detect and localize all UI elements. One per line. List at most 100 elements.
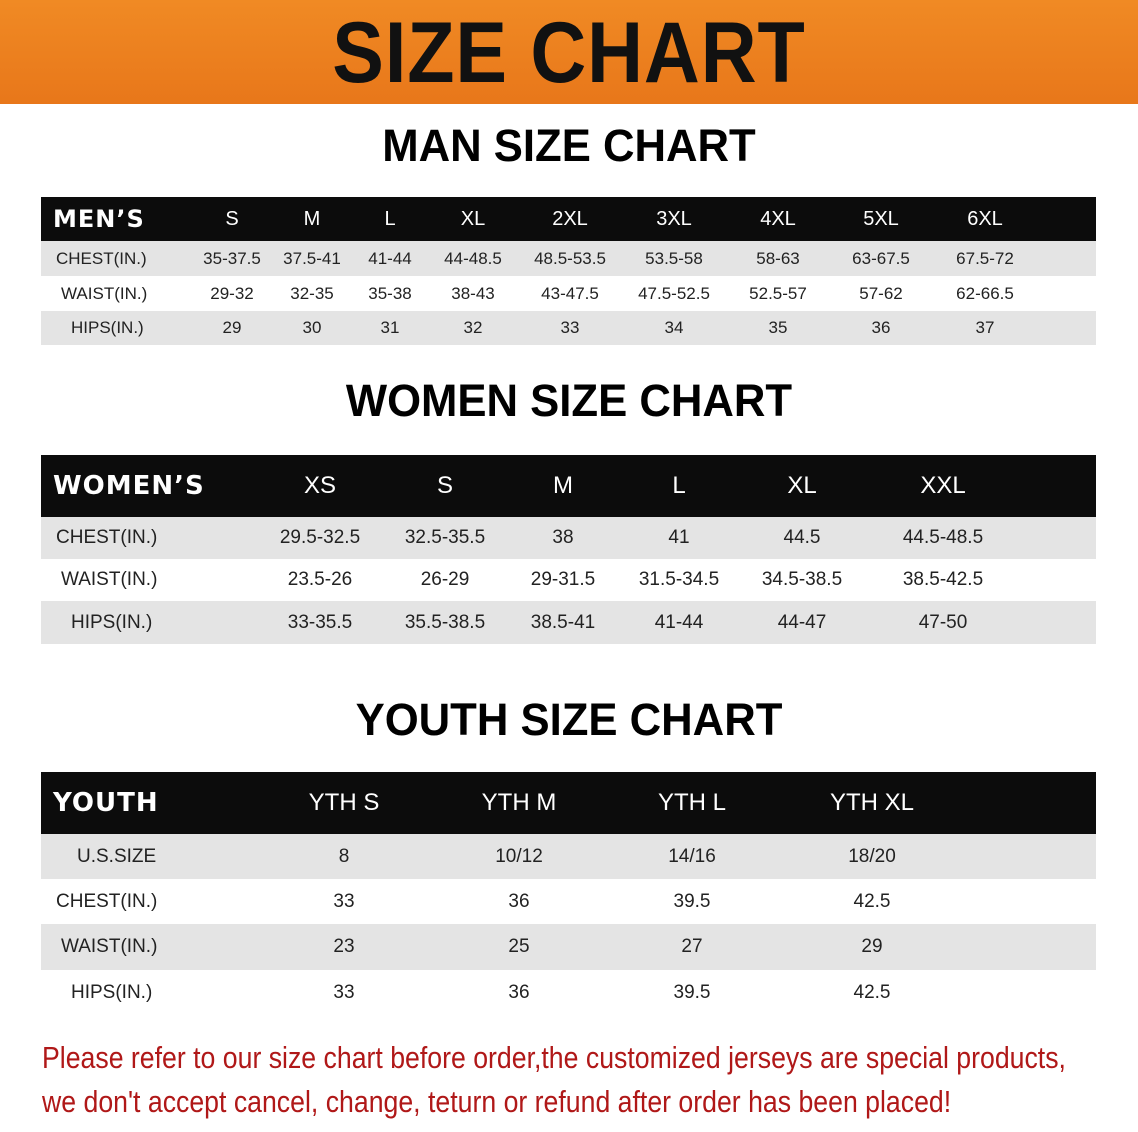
size-header: XXL: [920, 472, 966, 499]
table-cell: 27: [681, 936, 703, 957]
table-cell: 33-35.5: [287, 611, 353, 633]
table-cell: 48.5-53.5: [534, 248, 606, 268]
youth-header-label: YOUTH: [53, 788, 159, 818]
table-cell: 62-66.5: [956, 283, 1014, 303]
table-row: WAIST(IN.) 29-32 32-35 35-38 38-43 43-47.5 47.…: [41, 276, 1096, 311]
table-cell: 38.5-41: [530, 611, 596, 633]
table-cell: 29: [222, 318, 242, 337]
table-row: WAIST(IN.) 23.5-26 26-29 29-31.5 31.5-34.5 34…: [41, 559, 1096, 601]
table-cell: 23.5-26: [287, 569, 353, 590]
table-cell: 41-44: [368, 248, 412, 268]
size-header: S: [436, 472, 454, 499]
table-cell: 29-31.5: [530, 569, 596, 590]
women-header-row: WOMEN’S XS S M L XL XXL: [41, 455, 1096, 517]
table-row: CHEST(IN.) 35-37.5 37.5-41 41-44 44-48.5 48.5…: [41, 241, 1096, 276]
notice-line-2: we don't accept cancel, change, teturn o…: [42, 1084, 952, 1119]
row-label: CHEST(IN.): [56, 248, 147, 268]
table-cell: 44.5-48.5: [902, 527, 984, 548]
men-header-row: MEN’S S M L XL 2XL 3XL 4XL 5XL 6XL: [41, 197, 1096, 241]
men-size-table: MEN’S S M L XL 2XL 3XL 4XL 5XL 6XL CHEST(IN.) 35-37…: [41, 197, 1096, 345]
table-cell: 8: [338, 845, 350, 867]
table-cell: 29.5-32.5: [279, 527, 361, 548]
men-section-title: MAN SIZE CHART: [382, 120, 756, 171]
row-label: WAIST(IN.): [61, 569, 158, 590]
table-cell: 33: [333, 981, 355, 1003]
table-cell: 39.5: [673, 981, 711, 1003]
row-label: HIPS(IN.): [71, 611, 153, 633]
table-cell: 38-43: [451, 283, 495, 303]
table-cell: 33: [560, 318, 580, 337]
table-cell: 44.5: [783, 527, 821, 548]
size-header: XL: [460, 207, 486, 230]
table-row: CHEST(IN.) 33 36 39.5 42.5: [41, 879, 1096, 924]
youth-size-table: YOUTH YTH S YTH M YTH L YTH XL U.S.SIZE 8 10/12…: [41, 772, 1096, 1015]
size-header: S: [225, 207, 239, 230]
table-cell: 47.5-52.5: [638, 283, 710, 303]
table-cell: 29-32: [210, 283, 254, 303]
row-label: HIPS(IN.): [71, 981, 153, 1003]
page-title: SIZE CHART: [332, 5, 806, 101]
table-cell: 44-47: [777, 611, 827, 633]
table-cell: 47-50: [918, 611, 968, 633]
size-header: 4XL: [760, 207, 796, 230]
size-header: XS: [303, 472, 337, 499]
table-cell: 31.5-34.5: [638, 569, 720, 590]
table-cell: 18/20: [848, 845, 896, 867]
size-header: YTH XL: [829, 789, 915, 816]
title-banner: SIZE CHART: [0, 0, 1138, 104]
table-cell: 25: [508, 936, 530, 957]
size-header: XL: [787, 472, 817, 499]
table-cell: 32.5-35.5: [404, 527, 486, 548]
youth-header-row: YOUTH YTH S YTH M YTH L YTH XL: [41, 772, 1096, 834]
size-header: 6XL: [967, 207, 1003, 230]
table-cell: 36: [871, 318, 891, 337]
women-header-label: WOMEN’S: [53, 471, 205, 501]
table-cell: 36: [508, 890, 530, 912]
row-label: HIPS(IN.): [71, 318, 144, 337]
table-cell: 38: [552, 527, 574, 548]
size-header: YTH S: [308, 789, 380, 816]
table-row: HIPS(IN.) 33-35.5 35.5-38.5 38.5-41 41-44 44-…: [41, 601, 1096, 644]
table-row: U.S.SIZE 8 10/12 14/16 18/20: [41, 834, 1096, 879]
table-cell: 41-44: [654, 611, 704, 633]
women-size-table: WOMEN’S XS S M L XL XXL CHEST(IN.) 29.5-32.5 32.5…: [41, 455, 1096, 644]
table-cell: 57-62: [859, 283, 903, 303]
size-header: YTH M: [481, 789, 557, 816]
table-cell: 67.5-72: [956, 248, 1014, 268]
table-cell: 34.5-38.5: [761, 569, 843, 590]
table-row: HIPS(IN.) 29 30 31 32 33 34 35 36 37: [41, 311, 1096, 345]
size-header: 5XL: [863, 207, 899, 230]
table-cell: 35.5-38.5: [404, 611, 486, 633]
notice-line-1: Please refer to our size chart before or…: [42, 1040, 1066, 1075]
table-cell: 42.5: [853, 981, 891, 1003]
table-cell: 29: [861, 936, 883, 957]
size-header: L: [384, 207, 396, 230]
men-header-label: MEN’S: [53, 205, 145, 233]
table-cell: 39.5: [673, 890, 711, 912]
size-header: YTH L: [657, 789, 727, 816]
table-cell: 41: [668, 527, 690, 548]
table-cell: 38.5-42.5: [902, 569, 984, 590]
size-header: L: [672, 472, 686, 499]
table-cell: 37: [975, 318, 995, 337]
size-header: 2XL: [552, 207, 588, 230]
table-cell: 26-29: [420, 569, 470, 590]
table-cell: 33: [333, 890, 355, 912]
table-row: WAIST(IN.) 23 25 27 29: [41, 924, 1096, 970]
size-header: 3XL: [656, 207, 692, 230]
women-section-title: WOMEN SIZE CHART: [345, 375, 793, 426]
table-cell: 32: [463, 318, 483, 337]
table-row: CHEST(IN.) 29.5-32.5 32.5-35.5 38 41 44.5 44.5…: [41, 517, 1096, 559]
table-cell: 44-48.5: [444, 248, 502, 268]
row-label: CHEST(IN.): [56, 890, 158, 912]
table-cell: 52.5-57: [749, 283, 807, 303]
youth-section-title: YOUTH SIZE CHART: [355, 694, 783, 745]
table-cell: 35-38: [368, 283, 412, 303]
table-cell: 14/16: [668, 845, 716, 867]
table-cell: 37.5-41: [283, 248, 341, 268]
table-cell: 53.5-58: [645, 248, 703, 268]
table-cell: 30: [302, 318, 322, 337]
table-cell: 10/12: [495, 845, 543, 867]
table-cell: 36: [508, 981, 530, 1003]
table-cell: 31: [380, 318, 400, 337]
